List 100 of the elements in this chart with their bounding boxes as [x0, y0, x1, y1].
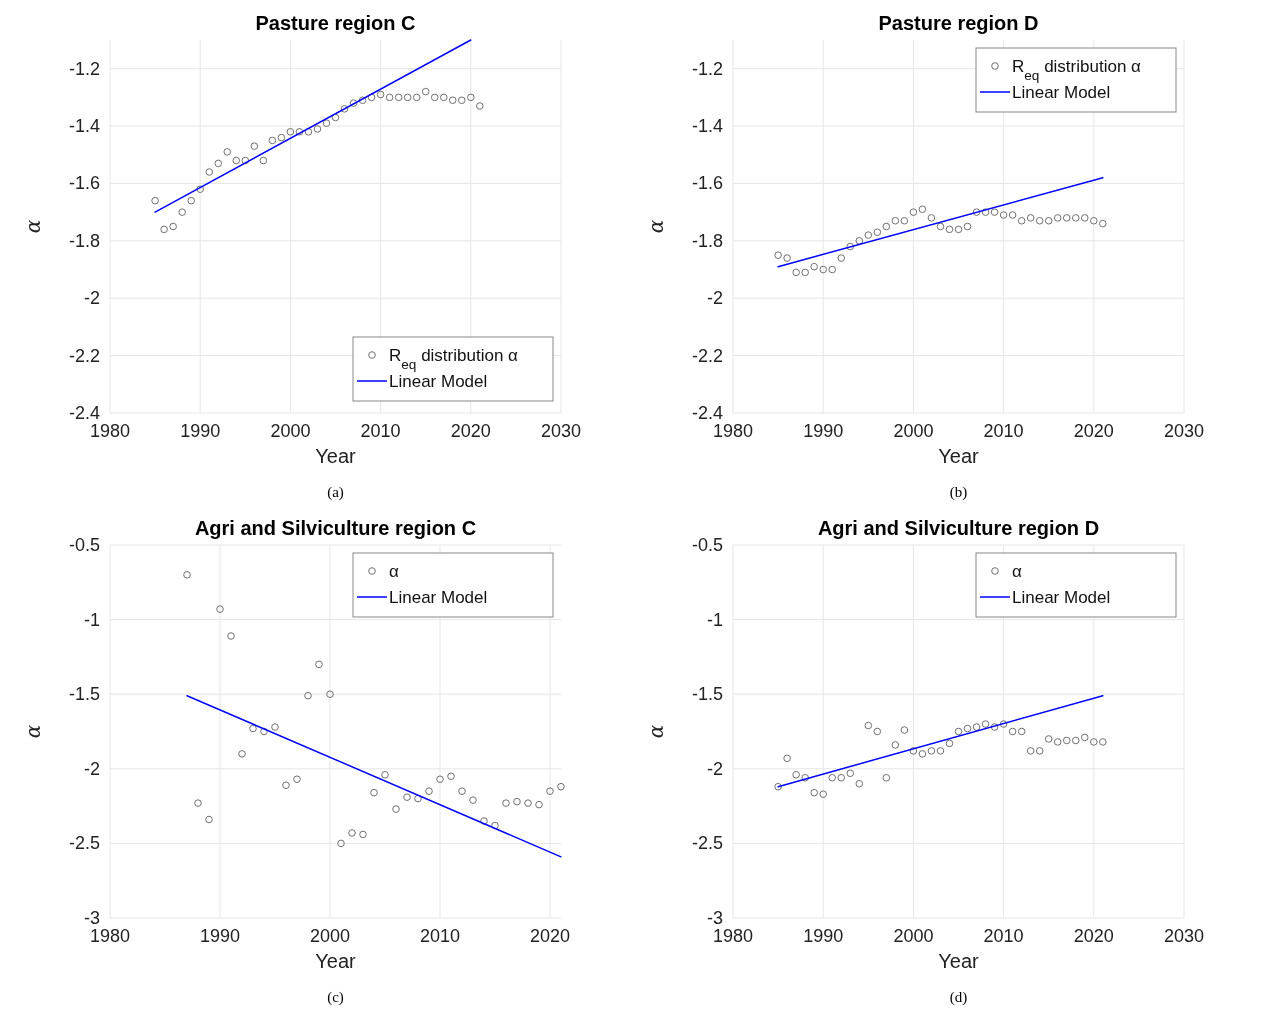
point: [293, 775, 301, 784]
point: [513, 797, 521, 806]
text: (d): [949, 989, 968, 1006]
point: [774, 251, 782, 259]
text: (c): [327, 989, 344, 1006]
point: [828, 265, 837, 274]
point: [783, 754, 791, 763]
y-tick-label: -2.5: [68, 833, 100, 854]
point: [1099, 738, 1107, 746]
point: [810, 788, 818, 797]
y-tick-label: -1.4: [68, 116, 100, 137]
x-tick-label: 2000: [893, 421, 934, 441]
point: [837, 773, 846, 782]
point: [891, 741, 900, 749]
legend-label: Linear Model: [1012, 83, 1111, 102]
legend-label: Linear Model: [389, 588, 488, 607]
point: [241, 156, 250, 165]
point: [1017, 727, 1026, 736]
y-tick-label: -3: [83, 908, 100, 928]
point: [837, 254, 846, 262]
x-tick-label: 1980: [89, 421, 131, 441]
point: [250, 142, 259, 150]
point: [178, 208, 186, 216]
point: [524, 799, 532, 807]
point: [376, 90, 385, 99]
x-tick-label: 2030: [1163, 421, 1205, 441]
x-tick-label: 1990: [803, 421, 844, 441]
point: [216, 605, 224, 613]
point: [918, 205, 927, 214]
legend-label: Linear Model: [389, 372, 488, 391]
point: [326, 690, 334, 698]
point: [469, 796, 477, 804]
point: [1026, 747, 1035, 755]
point: [412, 93, 421, 102]
point: [1080, 733, 1089, 742]
x-tick-label: 1980: [712, 926, 754, 946]
y-tick-label: -0.5: [691, 535, 723, 555]
point: [1090, 738, 1098, 746]
point: [1062, 214, 1071, 222]
point: [392, 805, 400, 813]
point: [458, 787, 466, 795]
point: [882, 222, 891, 231]
point: [990, 723, 999, 731]
point: [945, 739, 954, 748]
point: [882, 773, 891, 782]
point: [864, 231, 873, 239]
point: [819, 790, 827, 798]
x-tick-label: 1980: [89, 926, 131, 946]
x-axis-title: Year: [938, 950, 980, 972]
point: [502, 799, 510, 807]
point: [313, 125, 322, 133]
point: [927, 747, 936, 755]
point: [476, 102, 484, 110]
point: [238, 750, 246, 758]
point: [183, 571, 191, 579]
point: [268, 136, 277, 145]
point: [480, 817, 488, 825]
point: [337, 839, 345, 848]
point: [936, 747, 945, 755]
y-tick-label: -1.5: [68, 684, 100, 705]
y-tick-label: -2: [83, 288, 100, 309]
y-tick-label: -2: [83, 758, 100, 779]
point: [972, 208, 981, 216]
point: [546, 787, 554, 795]
y-tick-label: -3: [706, 908, 723, 928]
point: [232, 156, 241, 165]
point: [1008, 727, 1017, 736]
point: [855, 237, 864, 245]
point: [954, 727, 963, 736]
point: [1044, 216, 1053, 225]
point: [864, 721, 873, 730]
y-tick-label: -1.5: [691, 684, 723, 705]
y-axis-title: α: [21, 724, 45, 739]
point: [981, 208, 990, 216]
point: [846, 769, 855, 778]
point: [1017, 216, 1026, 225]
y-tick-label: -1.6: [691, 173, 723, 194]
point: [340, 105, 349, 113]
point: [348, 829, 356, 837]
point: [535, 800, 543, 809]
point: [223, 148, 232, 156]
point: [359, 830, 367, 839]
point: [801, 773, 809, 782]
x-tick-label: 1990: [199, 926, 241, 946]
x-axis-title: Year: [315, 950, 357, 972]
point: [1053, 738, 1062, 746]
x-tick-label: 2010: [983, 926, 1024, 946]
y-tick-label: -2: [706, 758, 723, 779]
x-tick-label: 1980: [712, 421, 754, 441]
point: [873, 228, 882, 237]
y-tick-label: -2: [706, 288, 723, 309]
point: [828, 773, 837, 782]
y-tick-label: -1.8: [691, 230, 723, 251]
point: [810, 262, 818, 271]
point: [322, 119, 331, 128]
point: [227, 632, 235, 640]
point: [457, 96, 466, 105]
x-tick-label: 2020: [1073, 421, 1114, 441]
point: [909, 208, 918, 216]
x-tick-label: 2030: [540, 421, 582, 441]
